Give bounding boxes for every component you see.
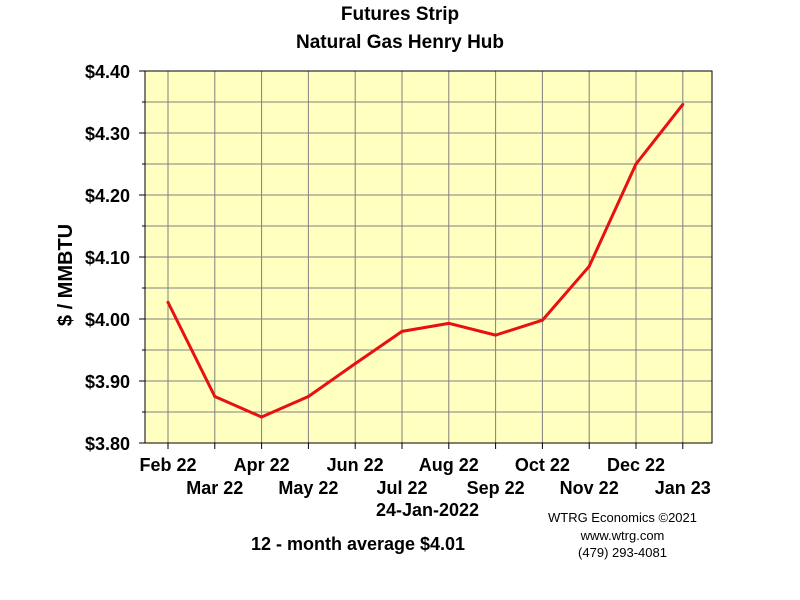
chart-subtitle: Natural Gas Henry Hub — [296, 32, 504, 53]
x-tick-label: Jan 23 — [655, 478, 711, 498]
credit-website: www.wtrg.com — [580, 528, 665, 543]
data-point — [213, 395, 217, 398]
x-tick-label: Sep 22 — [467, 478, 525, 498]
x-tick-label: May 22 — [278, 478, 338, 498]
data-point — [494, 333, 498, 337]
y-tick-label: $4.00 — [85, 310, 130, 330]
credit-company: WTRG Economics ©2021 — [547, 510, 697, 525]
data-point — [260, 415, 264, 419]
data-point — [681, 102, 685, 106]
chart-title: Futures Strip — [340, 4, 460, 25]
data-point — [306, 395, 310, 398]
y-tick-label: $3.80 — [85, 434, 130, 454]
x-tick-label: Apr 22 — [234, 455, 290, 475]
y-tick-label: $4.30 — [85, 124, 130, 144]
x-tick-label: Jun 22 — [327, 455, 384, 475]
data-point — [166, 300, 170, 304]
chart-date: 24-Jan-2022 — [375, 500, 480, 520]
data-point — [447, 321, 451, 325]
y-tick-label: $3.90 — [85, 372, 130, 392]
y-axis-label: $ / MMBTU — [55, 223, 77, 327]
x-tick-label: Feb 22 — [139, 455, 196, 475]
x-tick-label: Mar 22 — [186, 478, 243, 498]
data-point — [400, 329, 404, 333]
y-tick-label: $4.20 — [85, 186, 130, 206]
data-point — [353, 362, 357, 366]
average-note: 12 - month average $4.01 — [250, 534, 466, 554]
x-tick-label: Dec 22 — [607, 455, 665, 475]
x-tick-label: Nov 22 — [560, 478, 619, 498]
y-tick-label: $4.10 — [85, 248, 130, 268]
data-point — [540, 318, 544, 322]
y-tick-label: $4.40 — [85, 62, 130, 82]
x-tick-label: Oct 22 — [515, 455, 570, 475]
credit-phone: (479) 293-4081 — [578, 545, 667, 560]
series-line — [166, 103, 684, 419]
data-point — [634, 162, 638, 166]
data-point — [587, 264, 591, 268]
x-tick-label: Aug 22 — [419, 455, 479, 475]
x-tick-label: Jul 22 — [376, 478, 427, 498]
